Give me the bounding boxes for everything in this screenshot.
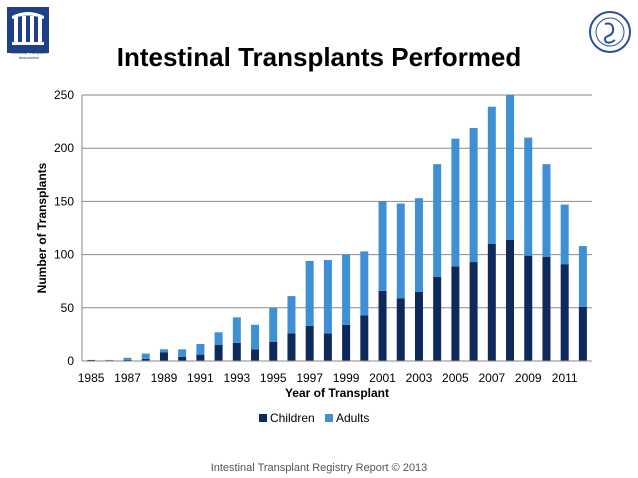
legend-swatch-children [259,414,267,422]
bar-children-2003 [414,291,423,361]
bar-children-2009 [524,255,533,361]
bar-adults-2003 [414,198,423,292]
bar-children-1991 [196,354,205,361]
bar-children-2002 [396,298,405,361]
y-tick-label: 150 [54,194,74,208]
legend-swatch-adults [325,414,333,422]
legend-label-adults: Adults [336,411,369,425]
bar-adults-2005 [451,138,460,267]
x-tick-label: 1987 [114,371,141,385]
bar-adults-2006 [469,127,478,263]
bar-adults-1992 [214,332,223,346]
bar-adults-2001 [378,201,387,291]
y-tick-label: 200 [54,141,74,155]
y-tick-label: 50 [61,301,75,315]
bar-children-2001 [378,290,387,361]
x-tick-label: 2005 [442,371,469,385]
bar-children-2010 [542,256,551,361]
x-tick-label: 1997 [296,371,323,385]
bar-adults-2011 [560,204,569,265]
y-axis-label: Number of Transplants [35,162,49,293]
bar-children-1988 [141,358,150,361]
bar-children-1994 [251,349,260,361]
bar-adults-1990 [178,349,187,357]
bar-children-1990 [178,356,187,361]
x-axis-label: Year of Transplant [285,386,389,400]
bar-children-1996 [287,333,296,361]
bar-children-2012 [578,306,587,361]
bar-adults-1987 [123,357,132,360]
bar-adults-1989 [159,349,168,353]
bar-adults-1994 [251,324,260,350]
bar-children-1995 [269,341,278,361]
bar-children-1989 [159,352,168,361]
bar-adults-1995 [269,307,278,342]
x-tick-label: 2011 [552,371,578,385]
x-tick-label: 1995 [260,371,287,385]
x-tick-label: 1999 [333,371,360,385]
bar-children-2004 [433,276,442,361]
bar-children-2007 [487,243,496,361]
bar-adults-1988 [141,353,150,359]
x-tick-label: 2009 [515,371,542,385]
bar-adults-2010 [542,164,551,257]
legend: Children Adults [259,411,369,425]
y-tick-label: 250 [54,88,74,102]
bar-children-1992 [214,345,223,361]
bar-children-2006 [469,262,478,361]
intestinal-transplant-association-logo [7,7,49,53]
bar-children-2008 [506,239,515,361]
bar-adults-1998 [323,259,332,334]
footer-text: Intestinal Transplant Registry Report © … [210,462,428,474]
y-tick-label: 100 [54,248,74,262]
bar-children-1987 [123,359,132,361]
x-tick-label: 1989 [151,371,178,385]
bar-adults-2002 [396,203,405,299]
registry-seal-logo [589,11,631,53]
x-tick-label: 2001 [369,371,396,385]
bar-children-2011 [560,264,569,361]
x-tick-label: 1985 [78,371,105,385]
y-tick-label: 0 [67,354,74,368]
bar-children-1998 [323,333,332,361]
bar-children-2005 [451,266,460,361]
bar-adults-2004 [433,164,442,277]
bar-adults-2007 [487,106,496,244]
bar-children-1997 [305,325,314,361]
bar-adults-2008 [506,95,515,240]
bar-adults-1991 [196,343,205,355]
bar-adults-2012 [578,246,587,307]
x-tick-label: 2007 [478,371,505,385]
legend-label-children: Children [270,411,315,425]
bar-adults-1999 [342,254,351,325]
x-tick-label: 1993 [223,371,250,385]
bar-children-1993 [232,342,241,361]
bar-adults-2000 [360,251,369,316]
x-tick-label: 1991 [187,371,214,385]
bar-adults-1986 [105,359,114,361]
x-tick-label: 2003 [406,371,433,385]
bar-adults-1997 [305,260,314,326]
bar-adults-1996 [287,296,296,334]
bar-children-1985 [87,359,96,361]
bar-children-2000 [360,315,369,361]
chart-title: Intestinal Transplants Performed [116,42,522,72]
logo-caption: Intestinal Transplant Association [11,50,47,60]
bar-adults-1993 [232,317,241,343]
bar-adults-2009 [524,137,533,256]
bar-children-1999 [342,324,351,361]
